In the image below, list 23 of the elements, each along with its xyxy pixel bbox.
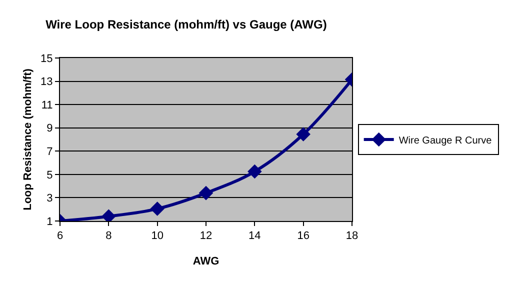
chart-title: Wire Loop Resistance (mohm/ft) vs Gauge (AWG) — [46, 17, 327, 32]
y-tick-label: 3 — [46, 192, 53, 205]
y-tick-label: 11 — [41, 99, 53, 112]
x-tick-label: 8 — [106, 230, 112, 242]
y-tick-label: 9 — [46, 122, 53, 135]
y-tick-label: 15 — [40, 52, 53, 65]
y-tick-label: 1 — [46, 216, 53, 228]
x-tick-label: 10 — [151, 230, 164, 242]
y-tick-label: 7 — [46, 146, 53, 158]
point — [198, 186, 214, 200]
x-tick-label: 18 — [346, 230, 358, 242]
point — [296, 127, 310, 142]
x-tick-label: 12 — [200, 230, 212, 242]
x-tick-label: 6 — [56, 230, 64, 242]
x-axis-title: AWG — [192, 255, 220, 268]
x-tick-label: 14 — [248, 230, 261, 242]
point — [150, 202, 164, 216]
y-tick-label: 5 — [46, 169, 53, 182]
y-tick-label: 13 — [40, 76, 53, 88]
x-tick-label: 16 — [297, 230, 310, 242]
legend-label: Wire Gauge R Curve — [398, 135, 492, 146]
point — [248, 164, 262, 179]
y-axis-title: Loop Resistance (mohm/ft) — [22, 68, 34, 210]
